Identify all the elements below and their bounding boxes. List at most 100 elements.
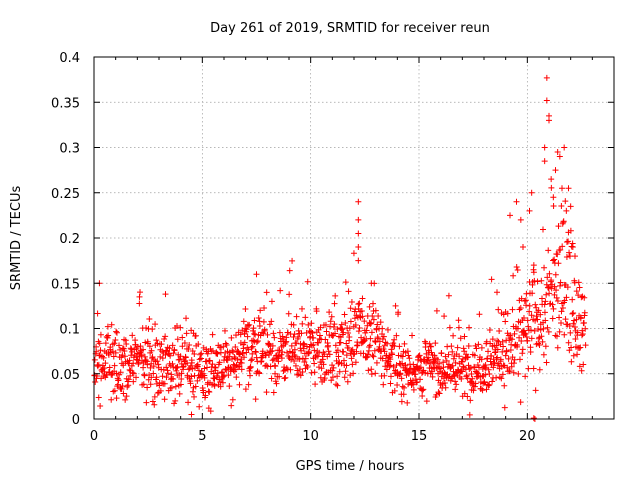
data-point [574,329,581,336]
data-point [257,307,264,314]
data-point [260,318,267,325]
data-point [293,340,300,347]
data-point [254,338,261,345]
data-point [322,321,329,328]
data-point [570,352,577,359]
data-point [345,288,352,295]
data-point [410,381,417,388]
data-point [278,351,285,358]
data-point [525,365,532,372]
data-point [435,389,442,396]
data-point [377,319,384,326]
data-point [253,339,260,346]
data-point [179,334,186,341]
data-point [544,274,551,281]
data-point [416,365,423,372]
data-point [497,356,504,363]
data-point [352,359,359,366]
data-point [119,352,126,359]
data-point [484,355,491,362]
data-point [251,330,258,337]
data-point [243,326,250,333]
data-point [336,368,343,375]
data-point [338,321,345,328]
data-point [410,386,417,393]
data-point [328,377,335,384]
data-point [141,372,148,379]
data-point [457,368,464,375]
data-point [222,366,229,373]
data-point [387,373,394,380]
data-point [211,364,218,371]
data-point [248,337,255,344]
data-point [319,356,326,363]
data-point [531,327,538,334]
data-point [224,357,231,364]
data-point [154,389,161,396]
data-point [331,300,338,307]
data-point [494,354,501,361]
data-point [334,347,341,354]
data-point [241,339,248,346]
data-point [108,321,115,328]
data-point [161,335,168,342]
data-point [449,362,456,369]
data-point [146,343,153,350]
data-point [484,381,491,388]
data-point [538,277,545,284]
data-point [546,270,553,277]
data-point [394,382,401,389]
data-point [144,361,151,368]
data-point [299,320,306,327]
data-point [149,353,156,360]
data-point [535,340,542,347]
data-point [280,368,287,375]
data-point [346,334,353,341]
data-point [268,318,275,325]
data-point [334,382,341,389]
data-point [207,408,214,415]
data-point [569,296,576,303]
data-point [268,298,275,305]
data-point [228,334,235,341]
data-point [119,382,126,389]
data-point [496,328,503,335]
data-point [197,351,204,358]
data-point [421,356,428,363]
data-point [459,368,466,375]
data-point [542,317,549,324]
data-point [471,352,478,359]
data-point [553,333,560,340]
data-point [486,327,493,334]
data-point [258,358,265,365]
y-axis-tick-labels: 0 0.05 0.1 0.15 0.2 0.25 0.3 0.35 0.4 [51,51,80,428]
data-point [187,380,194,387]
data-point [478,356,485,363]
data-point [241,354,248,361]
data-point [246,372,253,379]
data-point [266,321,273,328]
data-point [122,396,129,403]
data-point [347,305,354,312]
data-point [553,287,560,294]
data-point [205,405,212,412]
data-point [428,368,435,375]
data-point [221,327,228,334]
data-point [528,189,535,196]
data-point [468,371,475,378]
data-point [441,313,448,320]
data-point [489,378,496,385]
data-point [395,309,402,316]
data-point [530,415,537,422]
data-point [398,375,405,382]
data-point [537,326,544,333]
data-point [355,230,362,237]
data-point [386,363,393,370]
data-point [507,347,514,354]
data-point [355,198,362,205]
data-point [363,327,370,334]
data-point [526,308,533,315]
data-point [466,366,473,373]
data-point [343,340,350,347]
